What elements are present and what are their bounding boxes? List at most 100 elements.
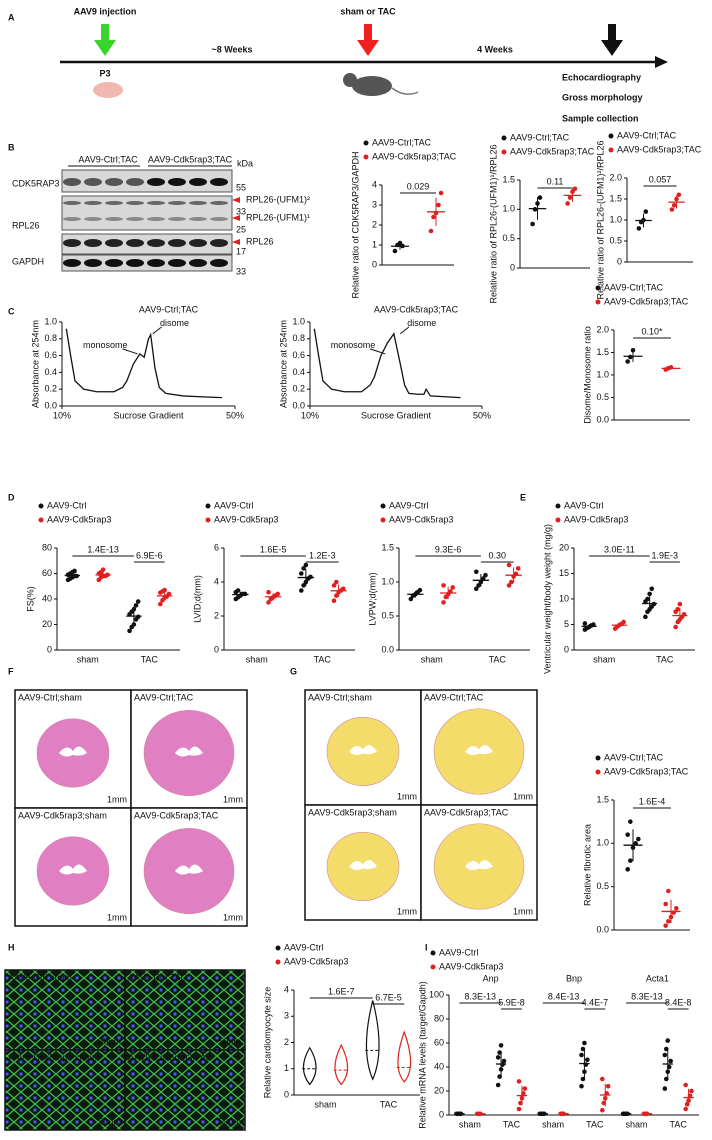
image-label: AAV9-Cdk5rap3;sham bbox=[308, 807, 397, 817]
chart-title: AAV9-Cdk5rap3;TAC bbox=[374, 304, 459, 314]
x-axis-label: Sucrose Gradient bbox=[113, 410, 184, 420]
blot-unit: kDa bbox=[237, 158, 253, 168]
legend-label: AAV9-Ctrl;TAC bbox=[604, 752, 664, 762]
data-point bbox=[135, 614, 141, 620]
event-arrowhead bbox=[94, 40, 116, 56]
data-point bbox=[668, 914, 674, 920]
x-tick-label: sham bbox=[77, 654, 99, 664]
y-tick-label: 0 bbox=[439, 1109, 444, 1119]
mw-marker: 25 bbox=[236, 224, 246, 234]
absorbance-profile bbox=[65, 328, 223, 399]
band-label: RPL26-(UFM1)¹ bbox=[246, 212, 310, 222]
annotation: monosome bbox=[331, 340, 376, 350]
blot-row-label: RPL26 bbox=[12, 220, 40, 230]
y-tick-label: 0.0 bbox=[292, 400, 305, 410]
data-point bbox=[100, 567, 106, 572]
data-point bbox=[331, 598, 337, 603]
blot-band bbox=[210, 178, 228, 186]
blot-band bbox=[105, 217, 123, 221]
legend-marker bbox=[205, 517, 211, 523]
data-point bbox=[334, 593, 339, 598]
legend-marker bbox=[275, 959, 281, 965]
y-tick-label: 0.5 bbox=[381, 610, 394, 620]
legend-label: AAV9-Cdk5rap3 bbox=[284, 956, 348, 966]
legend-marker bbox=[595, 769, 601, 775]
y-tick-label: 20 bbox=[434, 1085, 444, 1095]
group-label: Bnp bbox=[566, 973, 582, 983]
data-point bbox=[431, 214, 436, 220]
x-tick-label: TAC bbox=[586, 1119, 604, 1129]
data-point bbox=[633, 841, 638, 846]
data-point bbox=[673, 624, 678, 630]
y-axis-label: Absorbance at 254nm bbox=[30, 320, 40, 408]
data-point bbox=[331, 583, 337, 588]
y-axis-label: Relative ratio of CDK5RAP3/GAPDH bbox=[350, 151, 360, 298]
mw-marker: 33 bbox=[236, 206, 246, 216]
panel-letter: H bbox=[8, 942, 15, 952]
data-point bbox=[647, 591, 652, 597]
panel-letter: E bbox=[520, 492, 526, 502]
data-point bbox=[675, 606, 681, 612]
scale-bar-label: 50μm bbox=[98, 1116, 121, 1126]
data-point bbox=[665, 1069, 671, 1075]
blot-strip bbox=[61, 195, 233, 231]
image-label: AAV9-Ctrl;sham bbox=[308, 692, 372, 702]
blot-band bbox=[168, 178, 186, 186]
mouse-head bbox=[343, 73, 357, 87]
p-value-label: 0.10* bbox=[641, 326, 663, 336]
x-tick-label: 10% bbox=[53, 410, 71, 420]
p-value-label: 1.9E-3 bbox=[651, 550, 678, 560]
y-tick-label: 0.6 bbox=[44, 350, 57, 360]
data-point bbox=[477, 1111, 483, 1117]
data-point bbox=[663, 923, 668, 928]
data-point bbox=[625, 867, 630, 872]
image-label: AAV9-Ctrl;sham bbox=[18, 692, 82, 702]
blot-band bbox=[126, 259, 144, 267]
y-tick-label: 0.5 bbox=[596, 881, 609, 891]
y-tick-label: 4 bbox=[214, 576, 219, 586]
legend-label: AAV9-Cdk5rap3;TAC bbox=[372, 151, 457, 161]
data-point bbox=[497, 1074, 502, 1079]
image-label: AAV9-Cdk5rap3;TAC bbox=[424, 807, 509, 817]
blot-band bbox=[84, 259, 102, 267]
data-point bbox=[651, 601, 657, 607]
y-tick-label: 5 bbox=[564, 619, 569, 629]
image-label: AAV9-Ctrl;TAC bbox=[128, 972, 188, 982]
y-tick-label: 1.5 bbox=[609, 193, 622, 203]
data-point bbox=[303, 579, 309, 585]
y-tick-label: 6 bbox=[214, 542, 219, 552]
legend-label: AAV9-Cdk5rap3 bbox=[47, 514, 111, 524]
data-point bbox=[625, 359, 630, 364]
y-tick-label: 20 bbox=[42, 619, 52, 629]
legend-label: AAV9-Ctrl bbox=[47, 500, 86, 510]
data-point bbox=[242, 591, 248, 597]
y-tick-label: 0 bbox=[372, 259, 377, 269]
data-point bbox=[166, 591, 172, 597]
data-point bbox=[625, 832, 630, 837]
data-point bbox=[458, 1111, 464, 1117]
y-tick-label: 40 bbox=[434, 1061, 444, 1071]
data-point bbox=[601, 1100, 607, 1106]
data-point bbox=[498, 1067, 504, 1072]
blot-group: AAV9-Ctrl;TAC bbox=[78, 154, 138, 164]
legend-marker bbox=[363, 154, 369, 160]
data-point bbox=[628, 819, 633, 824]
legend-label: AAV9-Ctrl;TAC bbox=[604, 282, 664, 292]
y-tick-label: 2.0 bbox=[609, 172, 622, 182]
blot-band bbox=[126, 178, 144, 186]
data-point bbox=[448, 589, 453, 594]
blot-band bbox=[105, 259, 123, 267]
blot-band bbox=[168, 259, 186, 267]
blot-band bbox=[105, 201, 123, 205]
p-value-label: 1.4E-13 bbox=[87, 544, 119, 554]
p-value-label: 8.3E-13 bbox=[464, 991, 496, 1001]
data-point bbox=[478, 579, 484, 585]
y-tick-label: 0.0 bbox=[596, 414, 609, 424]
y-axis-label: LVPW;d(mm) bbox=[367, 572, 377, 625]
data-point bbox=[683, 1082, 688, 1088]
blot-band bbox=[189, 217, 207, 221]
image-label: AAV9-Cdk5rap3;sham bbox=[8, 1052, 97, 1062]
data-point bbox=[580, 1046, 586, 1052]
group-label: Acta1 bbox=[646, 973, 669, 983]
legend-marker bbox=[205, 503, 211, 509]
